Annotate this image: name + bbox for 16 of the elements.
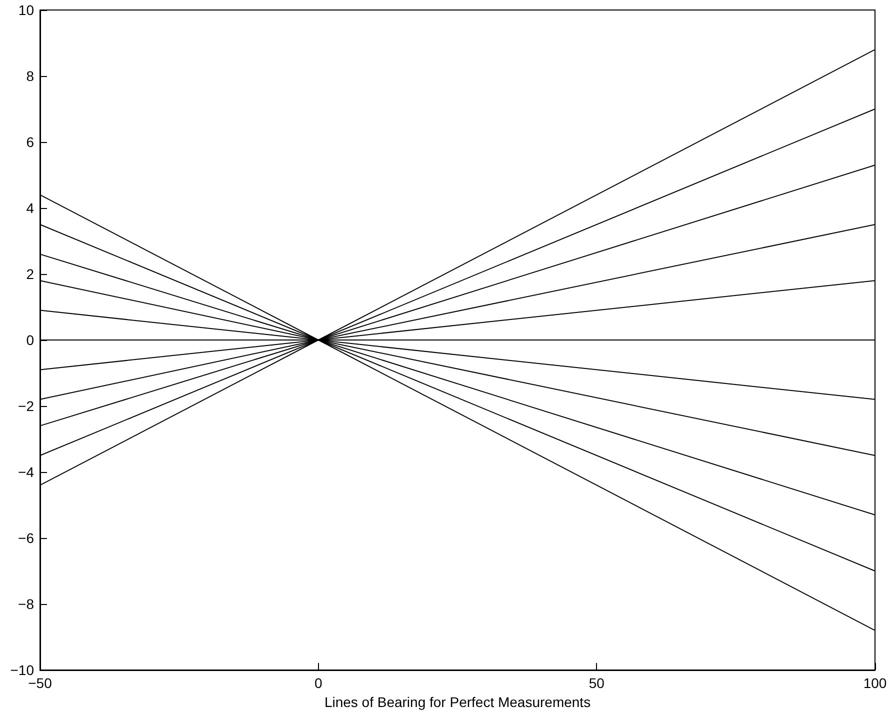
- y-tick-label: 6: [26, 134, 34, 150]
- y-tick-label: −6: [18, 530, 34, 546]
- x-tick-label: 50: [588, 675, 605, 691]
- x-tick-label: 100: [863, 675, 887, 691]
- y-tick-label: 0: [26, 332, 34, 348]
- y-tick-label: 2: [26, 266, 34, 282]
- y-tick-label: 4: [26, 200, 34, 216]
- x-tick-label: −50: [28, 675, 52, 691]
- y-tick-label: −4: [18, 464, 34, 480]
- y-tick-label: −2: [18, 398, 34, 414]
- y-tick-label: 10: [18, 2, 34, 18]
- x-axis-title: Lines of Bearing for Perfect Measurements: [324, 694, 591, 710]
- x-tick-label: 0: [314, 675, 322, 691]
- y-tick-label: 8: [26, 68, 34, 84]
- y-tick-label: −8: [18, 596, 34, 612]
- y-tick-label: −10: [10, 662, 34, 678]
